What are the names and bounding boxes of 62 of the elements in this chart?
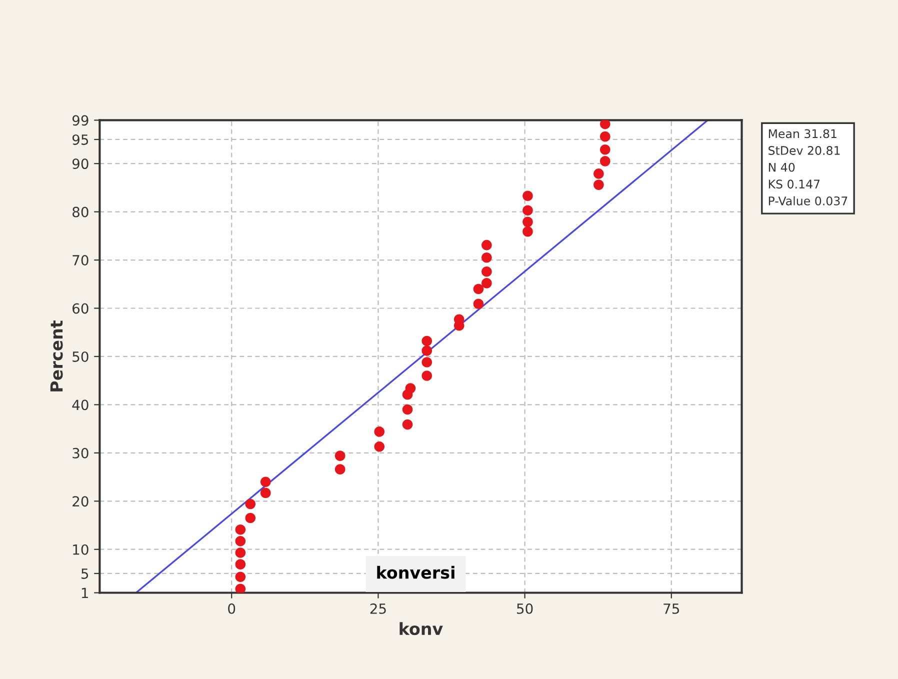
point [260, 476, 271, 488]
y-tick-label: 10 [73, 544, 88, 555]
y-tick-label: 50 [72, 351, 88, 362]
y-tick-label: 30 [72, 448, 88, 458]
point [600, 120, 610, 130]
text: KS 0.147 [768, 180, 820, 189]
point [522, 205, 533, 216]
point [402, 404, 413, 415]
point [334, 464, 346, 474]
point [422, 336, 432, 346]
point [374, 426, 385, 437]
point [594, 180, 604, 190]
point [473, 298, 484, 310]
point [422, 370, 432, 381]
point [235, 548, 246, 558]
text: P-Value 0.037 [768, 196, 848, 206]
annotation: konversi [377, 566, 454, 579]
y-tick-label: 20 [72, 496, 88, 507]
point [235, 559, 246, 570]
point [482, 278, 492, 288]
point [522, 190, 533, 202]
point [245, 498, 256, 510]
y-tick-label: 99 [72, 115, 88, 126]
x-tick-label: 50 [517, 603, 533, 614]
point [235, 572, 246, 582]
x-tick-label: 75 [664, 604, 680, 614]
point [260, 488, 271, 498]
x-axis-title: konv [400, 622, 443, 636]
y-tick-label: 5 [81, 568, 88, 579]
y-tick-label: 90 [72, 158, 88, 170]
point [600, 144, 610, 155]
y-tick-label: 80 [72, 206, 88, 218]
text: StDev 20.81 [768, 146, 840, 155]
point [522, 226, 533, 237]
y-tick-label: 70 [72, 255, 88, 266]
point [600, 131, 610, 142]
point [334, 450, 346, 461]
point [374, 442, 385, 452]
point [422, 346, 432, 356]
point [235, 584, 246, 593]
point [245, 512, 256, 524]
y-tick-label: 40 [72, 400, 88, 410]
point [594, 168, 604, 179]
point [402, 419, 413, 430]
point [600, 156, 610, 166]
y-tick-label: 60 [72, 303, 88, 314]
point [235, 536, 246, 546]
point [235, 524, 246, 535]
point [405, 383, 416, 394]
y-tick-label: 1 [82, 588, 88, 598]
x-tick-label: 0 [228, 603, 236, 614]
x-tick-label: 25 [370, 603, 386, 614]
point [482, 240, 492, 250]
point [522, 216, 533, 228]
y-axis-title: Percent [50, 320, 63, 392]
point [422, 357, 432, 368]
point [473, 284, 484, 294]
point [482, 252, 492, 263]
point [482, 266, 492, 277]
text: N 40 [768, 162, 795, 172]
y-tick-label: 95 [72, 134, 88, 145]
text: Mean 31.81 [768, 129, 836, 138]
